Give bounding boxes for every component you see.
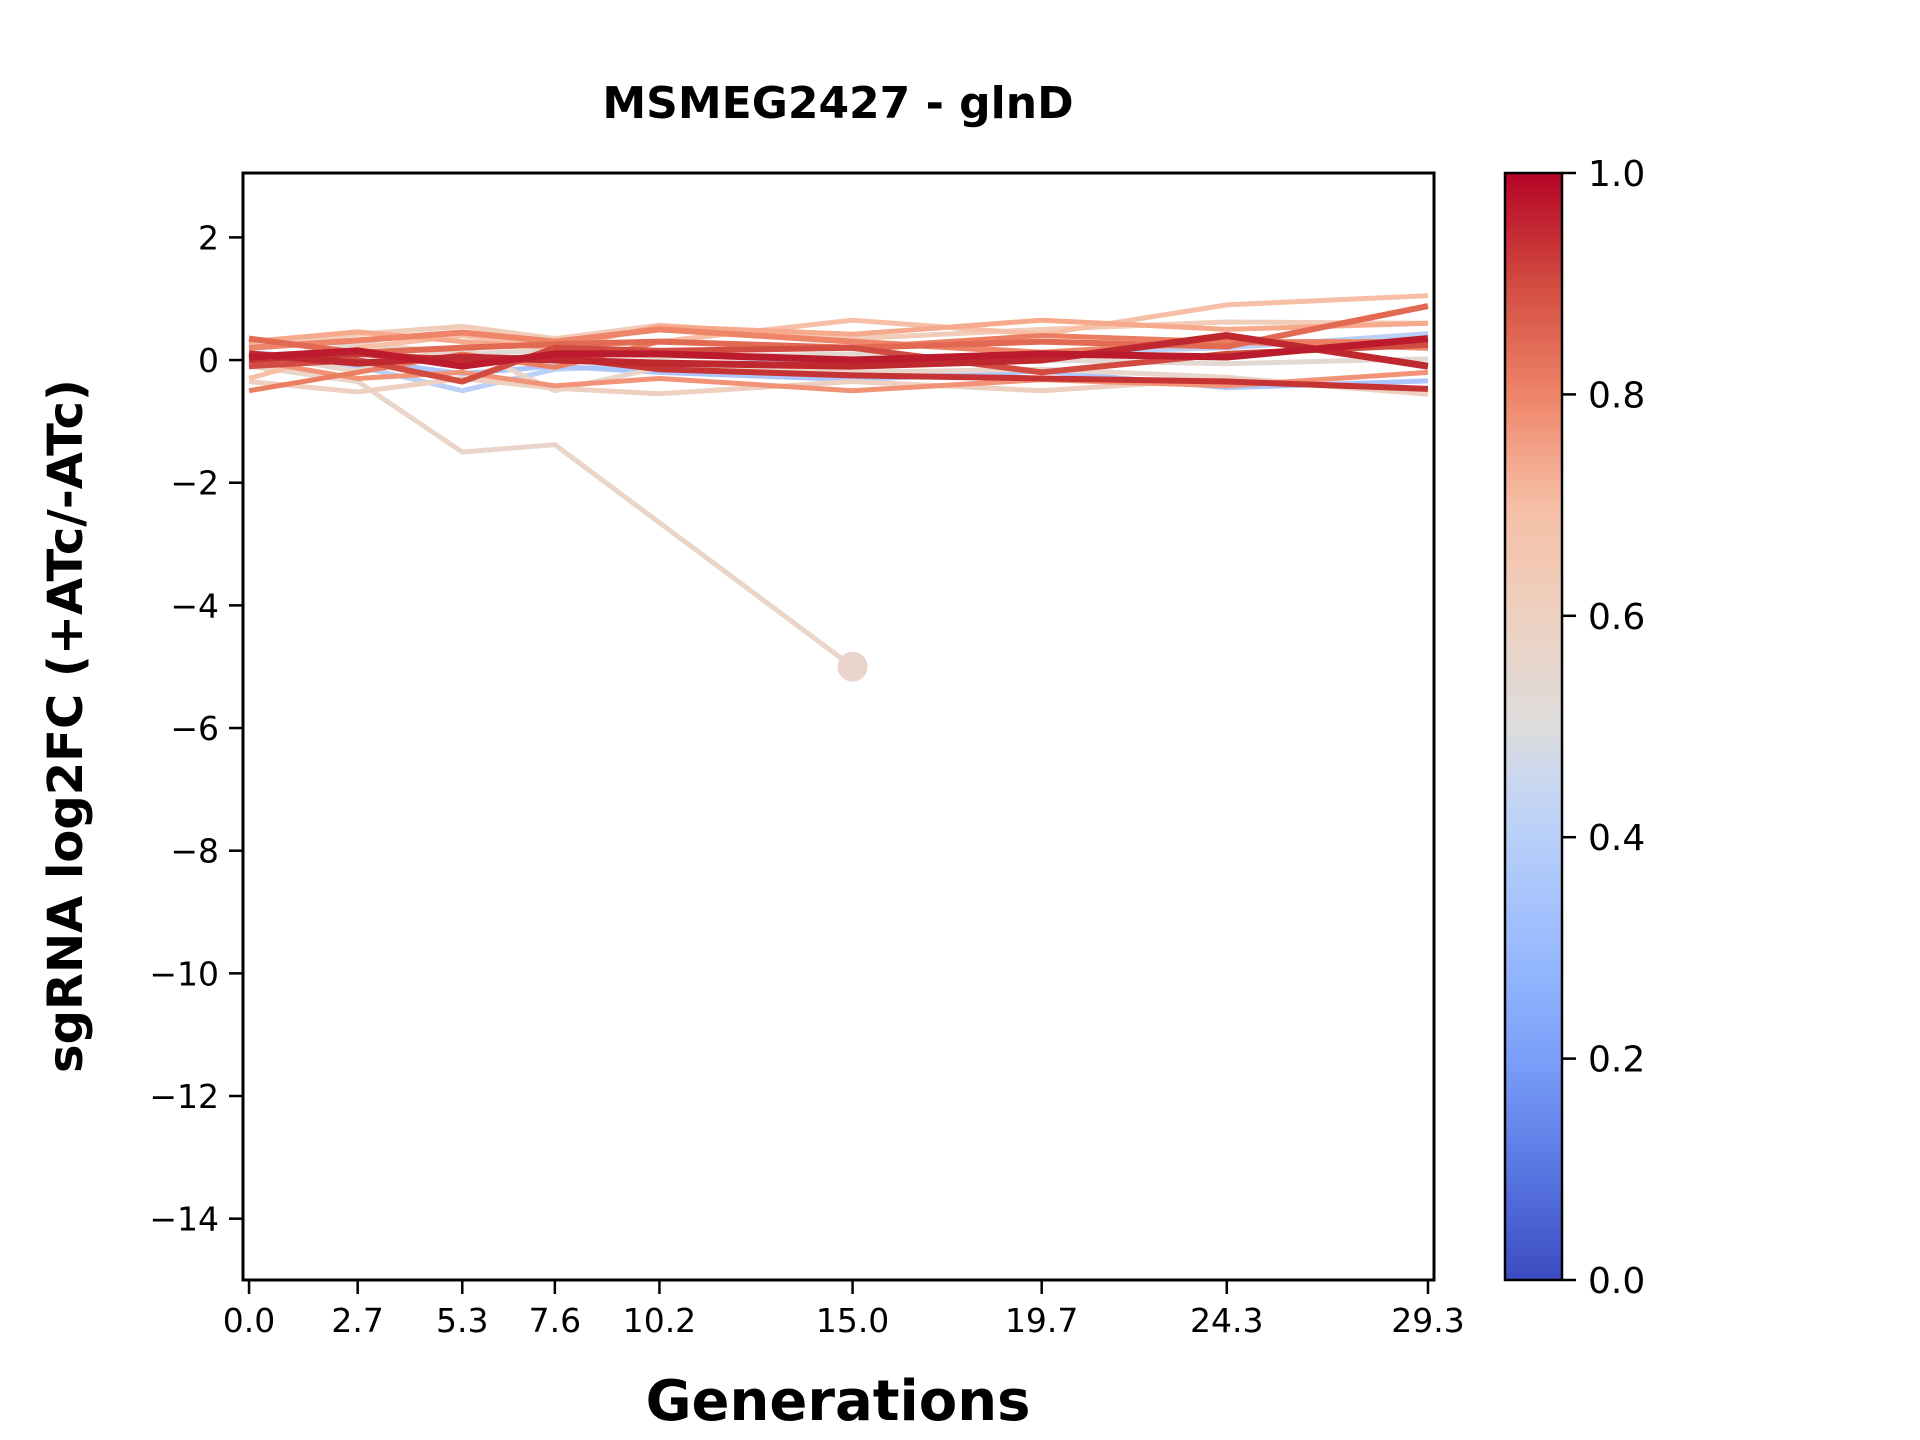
series-line-sgRNA-17 [248, 335, 1429, 370]
y-tick-label: 2 [198, 218, 219, 257]
colorbar-tick-label: 0.6 [1588, 597, 1645, 638]
colorbar-tick-label: 0.2 [1588, 1040, 1645, 1081]
y-tick-label: 0 [198, 341, 219, 380]
x-tick-label: 24.3 [1190, 1301, 1263, 1340]
y-tick-label: −8 [170, 832, 219, 871]
y-tick-label: −6 [170, 709, 219, 748]
x-axis-label: Generations [646, 1369, 1031, 1434]
dropout-end-marker [837, 651, 868, 682]
axes-spines [241, 171, 1436, 1282]
y-tick-label: −10 [149, 954, 219, 993]
ticks-group: 0.0 2.7 5.3 7.6 10.2 15.0 19.7 24.3 29.3 2 0 −2 −4 −6… [149, 218, 1464, 1340]
y-tick-label: −12 [149, 1077, 219, 1116]
x-tick-label: 7.6 [529, 1301, 581, 1340]
colorbar-tick-label: 0.4 [1588, 818, 1645, 859]
y-tick-label: −4 [170, 586, 219, 625]
colorbar-ticks-group: 0.0 0.2 0.4 0.6 0.8 1.0 [1562, 154, 1645, 1302]
x-tick-label: 5.3 [436, 1301, 488, 1340]
y-tick-label: −14 [149, 1200, 219, 1239]
series-line-sgRNA-16 [248, 332, 1429, 370]
x-tick-label: 29.3 [1391, 1301, 1464, 1340]
colorbar [1503, 171, 1564, 1282]
x-tick-label: 2.7 [331, 1301, 383, 1340]
colorbar-tick-label: 0.8 [1588, 375, 1645, 416]
x-tick-label: 0.0 [223, 1301, 275, 1340]
y-tick-label: −2 [170, 464, 219, 503]
series-line-sgRNA-10 [248, 357, 1429, 394]
series-group [248, 293, 1429, 682]
y-axis-label: sgRNA log2FC (+ATc/-ATc) [38, 379, 94, 1073]
colorbar-tick-label: 1.0 [1588, 154, 1645, 195]
x-tick-label: 19.7 [1005, 1301, 1078, 1340]
colorbar-tick-label: 0.0 [1588, 1261, 1645, 1302]
x-tick-label: 10.2 [623, 1301, 696, 1340]
chart-title: MSMEG2427 - glnD [602, 78, 1073, 129]
x-tick-label: 15.0 [816, 1301, 889, 1340]
